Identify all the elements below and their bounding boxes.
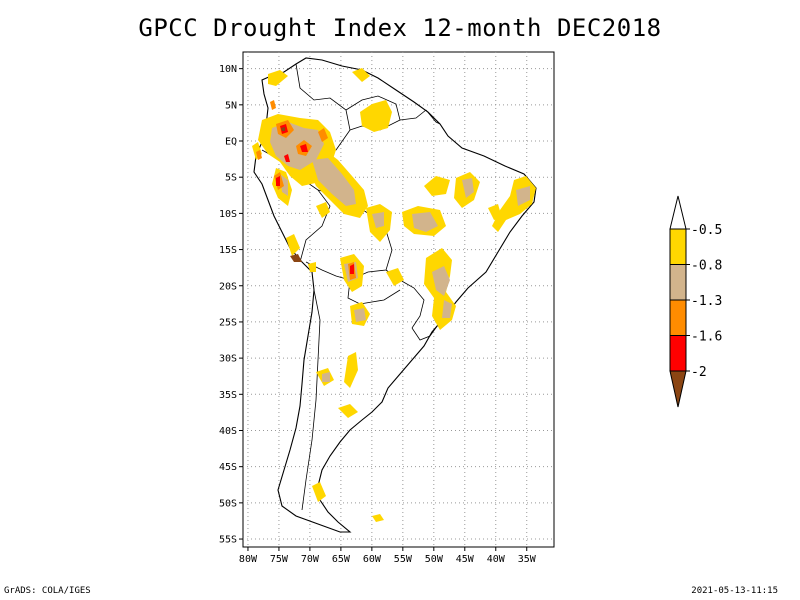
longitude-tick-labels: 80W 75W 70W 65W 60W 55W 50W 45W 40W 35W bbox=[239, 547, 537, 565]
colorbar-label: -1.3 bbox=[691, 294, 722, 309]
colorbar-label: -0.5 bbox=[691, 223, 722, 238]
lat-tick-label: 55S bbox=[219, 535, 237, 546]
colorbar-label: -1.6 bbox=[691, 330, 722, 345]
lat-tick-label: 40S bbox=[219, 426, 237, 437]
lat-tick-label: 45S bbox=[219, 462, 237, 473]
lon-tick-label: 80W bbox=[239, 554, 258, 565]
drought-areas bbox=[252, 68, 536, 522]
lon-tick-label: 70W bbox=[301, 554, 320, 565]
lat-tick-label: EQ bbox=[225, 137, 237, 148]
lat-tick-label: 15S bbox=[219, 245, 237, 256]
lat-tick-label: 50S bbox=[219, 498, 237, 509]
colorbar-top-arrow bbox=[669, 195, 687, 230]
colorbar-swatch bbox=[669, 264, 687, 301]
drought-class-minus2 bbox=[281, 127, 302, 262]
map-title: GPCC Drought Index 12-month DEC2018 bbox=[138, 14, 662, 42]
lat-tick-label: 5N bbox=[225, 100, 237, 111]
colorbar: -0.5 -0.8 -1.3 -1.6 -2 bbox=[669, 195, 722, 408]
lat-tick-label: 10N bbox=[219, 64, 237, 75]
colorbar-swatch bbox=[669, 299, 687, 336]
lat-tick-label: 20S bbox=[219, 281, 237, 292]
colorbar-bottom-arrow bbox=[669, 370, 687, 408]
gridlines bbox=[243, 52, 554, 547]
footer-timestamp: 2021-05-13-11:15 bbox=[691, 586, 778, 596]
lon-tick-label: 55W bbox=[394, 554, 413, 565]
lon-tick-label: 60W bbox=[363, 554, 382, 565]
colorbar-swatch bbox=[669, 335, 687, 372]
lon-tick-label: 45W bbox=[456, 554, 475, 565]
footer-credit: GrADS: COLA/IGES bbox=[4, 586, 91, 596]
colorbar-label: -2 bbox=[691, 365, 707, 380]
colorbar-label: -0.8 bbox=[691, 259, 722, 274]
lon-tick-label: 40W bbox=[487, 554, 506, 565]
latitude-tick-labels: 10N 5N EQ 5S 10S 15S 20S 25S 30S 35S 40S 45S 50S 55S bbox=[219, 64, 243, 546]
lat-tick-label: 10S bbox=[219, 209, 237, 220]
lon-tick-label: 35W bbox=[518, 554, 537, 565]
lon-tick-label: 75W bbox=[270, 554, 289, 565]
lat-tick-label: 30S bbox=[219, 354, 237, 365]
lat-tick-label: 35S bbox=[219, 390, 237, 401]
lon-tick-label: 65W bbox=[332, 554, 351, 565]
lon-tick-label: 50W bbox=[425, 554, 444, 565]
colorbar-swatch bbox=[669, 228, 687, 265]
lat-tick-label: 5S bbox=[225, 173, 237, 184]
lat-tick-label: 25S bbox=[219, 317, 237, 328]
